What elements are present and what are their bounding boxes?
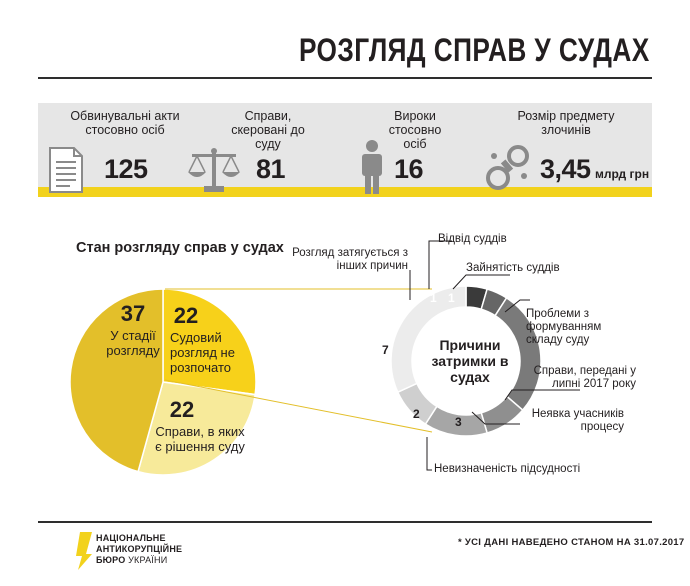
footer-note: * УСІ ДАНІ НАВЕДЕНО СТАНОМ НА 31.07.2017	[458, 537, 685, 548]
donut-value-composition: 6	[496, 322, 503, 336]
pie-slice-1	[137, 381, 256, 476]
stat-label-indictments: Обвинувальні акти стосовно осіб	[70, 109, 180, 137]
footer-divider	[38, 521, 652, 523]
handcuffs-icon	[484, 142, 532, 199]
chart-title: Стан розгляду справ у судах	[76, 240, 284, 256]
stat-value-indictments: 125	[104, 154, 148, 184]
status-pie	[69, 288, 257, 476]
stat-value-verdicts: 16	[394, 154, 424, 184]
pie-slice-2	[69, 288, 164, 473]
pie-label-in-review: У стадії розгляду	[106, 328, 160, 358]
pie-value-in-review: 37	[120, 301, 146, 326]
delay-label-busy: Зайнятість суддів	[466, 262, 560, 274]
donut-center-label: Причини затримки в судах	[431, 337, 509, 385]
stats-band	[38, 103, 652, 187]
person-icon	[360, 140, 384, 201]
stat-label-verdicts: Вироки стосовно осіб	[388, 109, 442, 151]
pie-value-not-started: 22	[173, 303, 199, 328]
stat-value-crime-amount: 3,45	[540, 154, 591, 184]
document-icon	[48, 146, 84, 199]
pie-slice-0	[162, 288, 257, 396]
donut-value-jurisdiction: 2	[413, 407, 420, 421]
pie-value-with-decision: 22	[169, 397, 195, 422]
delay-label-leaders	[409, 240, 580, 471]
nabu-logo-icon	[76, 532, 92, 575]
donut-value-other: 7	[382, 343, 389, 357]
delay-label-transferred: Справи, передані у липні 2017 року	[533, 365, 636, 390]
logo-text: НАЦІОНАЛЬНЕ АНТИКОРУПЦІЙНЕ БЮРО УКРАЇНИ	[96, 533, 182, 566]
stat-label-crime-amount: Розмір предмету злочинів	[517, 109, 615, 137]
logo-line-3-a: БЮРО	[96, 555, 126, 565]
logo-line-1: НАЦІОНАЛЬНЕ	[96, 533, 166, 543]
delay-label-no-show: Неявка учасників процесу	[531, 408, 624, 433]
delay-label-other: Розгляд затягується з інших причин	[292, 247, 408, 272]
donut-value-recusal: 1	[430, 291, 437, 305]
logo-line-3-b: УКРАЇНИ	[128, 555, 168, 565]
donut-value-transferred: 2	[492, 392, 499, 406]
stat-label-cases: Справи, скеровані до суду	[231, 109, 305, 151]
delay-label-recusal: Відвід суддів	[438, 233, 507, 245]
scales-icon	[186, 146, 242, 199]
stat-crime-amount: 3,45 млрд грн	[540, 154, 649, 185]
donut-value-no-show: 3	[455, 415, 462, 429]
delay-label-composition: Проблеми з формуванням складу суду	[526, 308, 602, 346]
delay-reasons-donut	[390, 285, 542, 437]
stat-unit-crime-amount: млрд грн	[595, 167, 650, 181]
pie-label-with-decision: Справи, в яких є рішення суду	[155, 424, 245, 454]
stat-value-cases: 81	[256, 154, 286, 184]
delay-label-jurisdiction: Невизначеність підсудності	[434, 463, 581, 475]
pie-label-not-started: Судовий розгляд не розпочато	[170, 330, 235, 375]
donut-slice-6	[390, 285, 467, 394]
donut-value-busy: 1	[448, 291, 455, 305]
pie-connector-lines	[164, 288, 433, 433]
stats-band-accent	[38, 187, 652, 197]
title-divider	[38, 77, 652, 79]
page-title: РОЗГЛЯД СПРАВ У СУДАХ	[299, 32, 650, 68]
logo-line-3: БЮРО УКРАЇНИ	[96, 555, 182, 566]
logo-line-2: АНТИКОРУПЦІЙНЕ	[96, 544, 183, 554]
